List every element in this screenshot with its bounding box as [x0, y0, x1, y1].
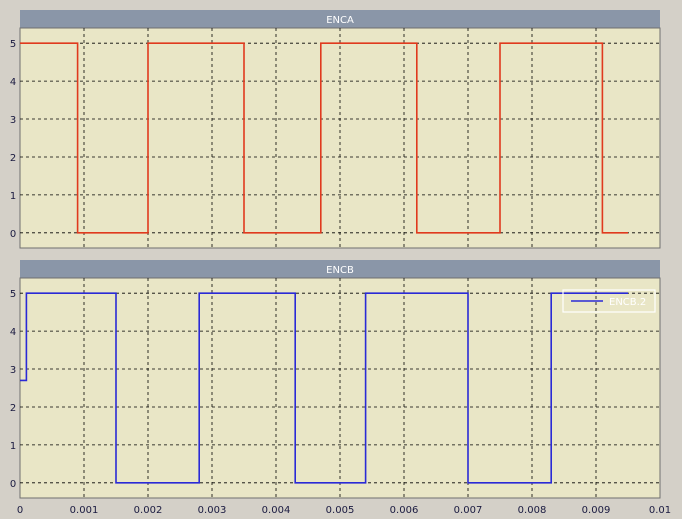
x-tick-label: 0.003	[198, 505, 227, 516]
legend-entry-label: ENCB.2	[609, 297, 646, 308]
y-tick-label: 1	[10, 441, 16, 452]
panel-enca: ENCA 0 1 2 3 4 5	[10, 10, 661, 249]
x-tick-label: 0.007	[454, 505, 483, 516]
y-tick-label: 5	[10, 289, 16, 300]
panel-encb: ENCB 0 1 2 3 4 5 0 0.001 0.002 0.003 0.004 0.005 0.00…	[10, 260, 671, 516]
y-tick-label: 3	[10, 115, 16, 126]
series-line-encb-2	[20, 292, 628, 484]
x-tick-label: 0.004	[262, 505, 291, 516]
y-tick-label: 2	[10, 403, 16, 414]
y-tick-label: 4	[10, 77, 16, 88]
panel-title-bar	[20, 10, 660, 28]
y-tick-label: 1	[10, 191, 16, 202]
x-tick-label: 0.01	[649, 505, 671, 516]
x-tick-label: 0.005	[326, 505, 355, 516]
y-tick-label: 3	[10, 365, 16, 376]
y-tick-label: 2	[10, 153, 16, 164]
x-tick-label: 0.002	[134, 505, 163, 516]
chart-title: ENCA	[326, 15, 354, 26]
x-tick-label: 0.008	[518, 505, 547, 516]
x-tick-label: 0.006	[390, 505, 419, 516]
x-tick-label: 0	[17, 505, 23, 516]
series-line-enca	[20, 42, 628, 234]
legend: ENCB.2	[562, 289, 656, 313]
x-tick-label: 0.009	[582, 505, 611, 516]
y-tick-label: 0	[10, 229, 16, 240]
chart-title: ENCB	[326, 265, 354, 276]
panel-title-bar	[20, 260, 660, 278]
x-tick-label: 0.001	[70, 505, 99, 516]
y-tick-label: 5	[10, 39, 16, 50]
y-tick-label: 0	[10, 479, 16, 490]
y-tick-label: 4	[10, 327, 16, 338]
legend-box	[562, 289, 656, 313]
